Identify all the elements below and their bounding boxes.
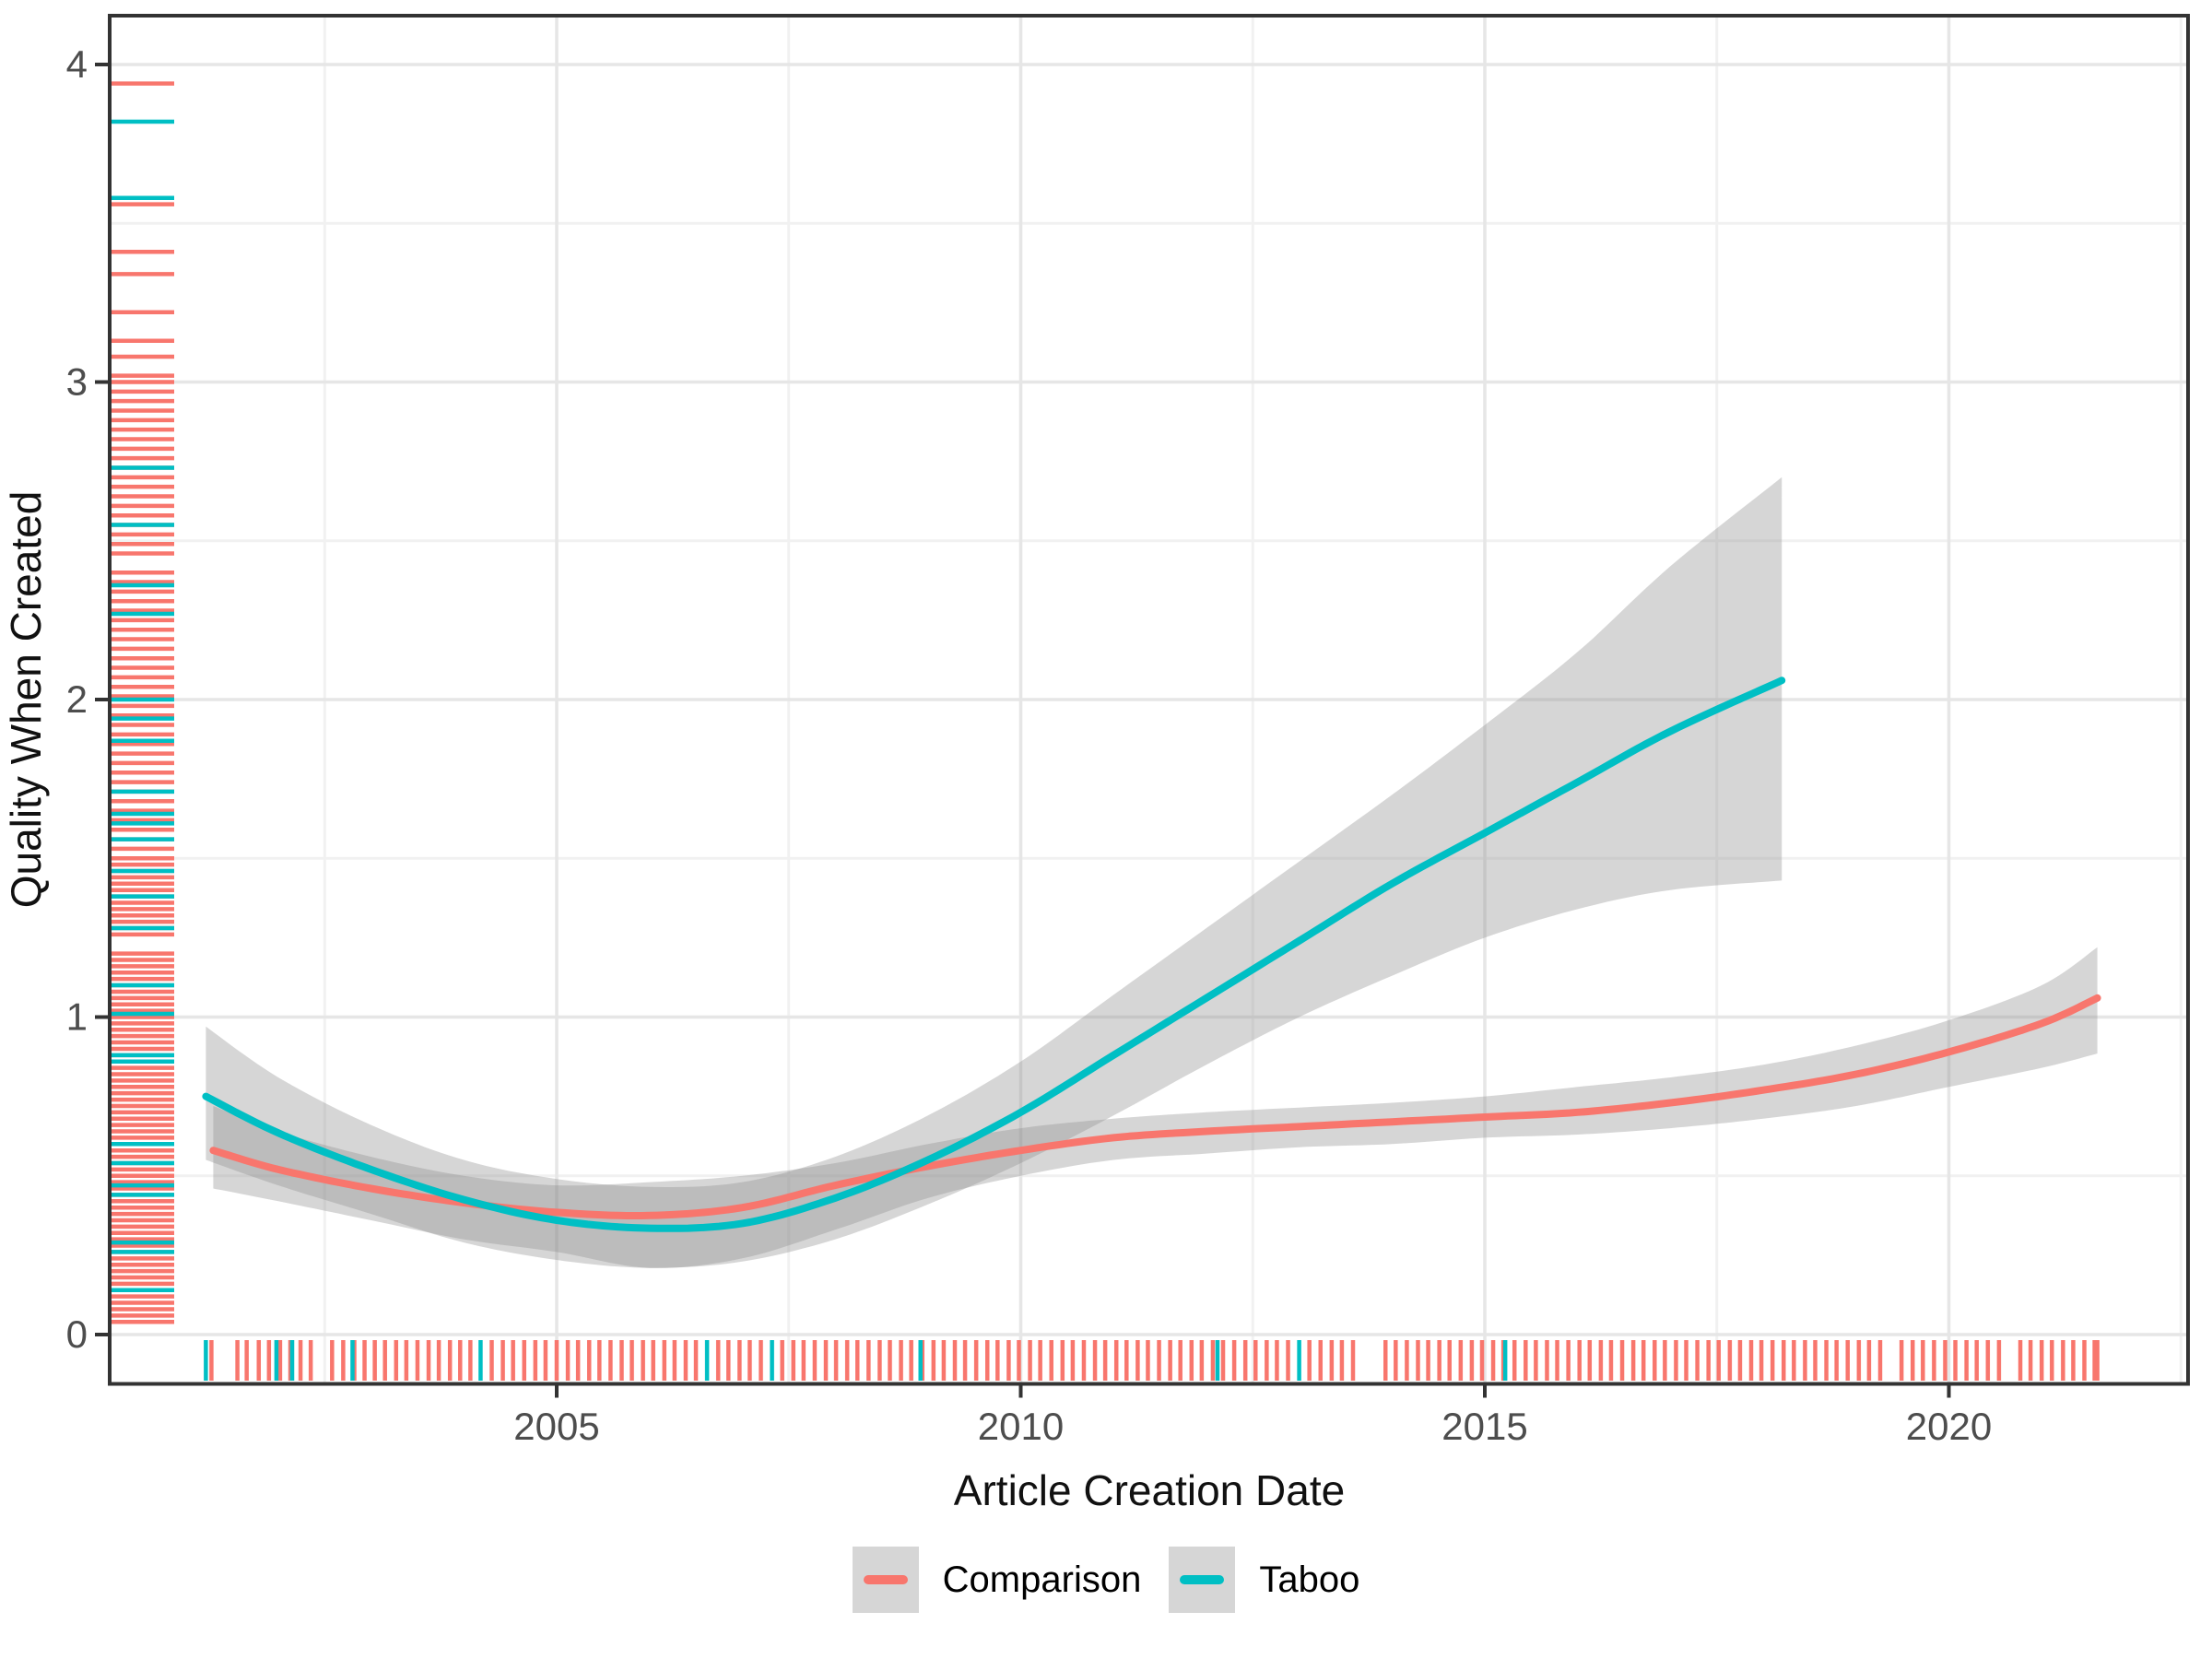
ribbon-comparison bbox=[213, 947, 2098, 1268]
y-tick-label-3: 3 bbox=[66, 360, 88, 404]
panel-border bbox=[108, 14, 2190, 1386]
x-tick-label-2020: 2020 bbox=[1906, 1405, 1992, 1448]
legend-label: Comparison bbox=[942, 1559, 1142, 1600]
legend: Comparison Taboo bbox=[0, 1547, 2212, 1613]
x-tick-label-2015: 2015 bbox=[1441, 1405, 1527, 1448]
legend-item-comparison: Comparison bbox=[852, 1547, 1142, 1613]
x-tick-label-2010: 2010 bbox=[978, 1405, 1064, 1448]
legend-item-taboo: Taboo bbox=[1169, 1547, 1359, 1613]
axes-layer: 2005 2010 2015 2020 0 1 2 3 4 bbox=[66, 14, 2190, 1448]
legend-key-taboo bbox=[1169, 1547, 1236, 1613]
y-tick-label-1: 1 bbox=[66, 995, 88, 1039]
y-axis-title: Quality When Created bbox=[2, 491, 50, 909]
gridlines-layer bbox=[110, 16, 2188, 1384]
trend-lines-layer bbox=[202, 677, 2101, 1232]
trend-line-taboo bbox=[202, 677, 1786, 1232]
legend-key-line-comparison bbox=[863, 1575, 908, 1584]
legend-key-line-taboo bbox=[1180, 1575, 1225, 1584]
y-tick-label-2: 2 bbox=[66, 677, 88, 721]
y-tick-label-0: 0 bbox=[66, 1312, 88, 1356]
y-tick-label-4: 4 bbox=[66, 42, 88, 86]
x-axis-title: Article Creation Date bbox=[954, 1466, 1345, 1514]
legend-key-comparison bbox=[852, 1547, 919, 1613]
legend-label: Taboo bbox=[1259, 1559, 1360, 1600]
x-tick-label-2005: 2005 bbox=[513, 1405, 599, 1448]
rug-marks-layer bbox=[112, 81, 2100, 1381]
